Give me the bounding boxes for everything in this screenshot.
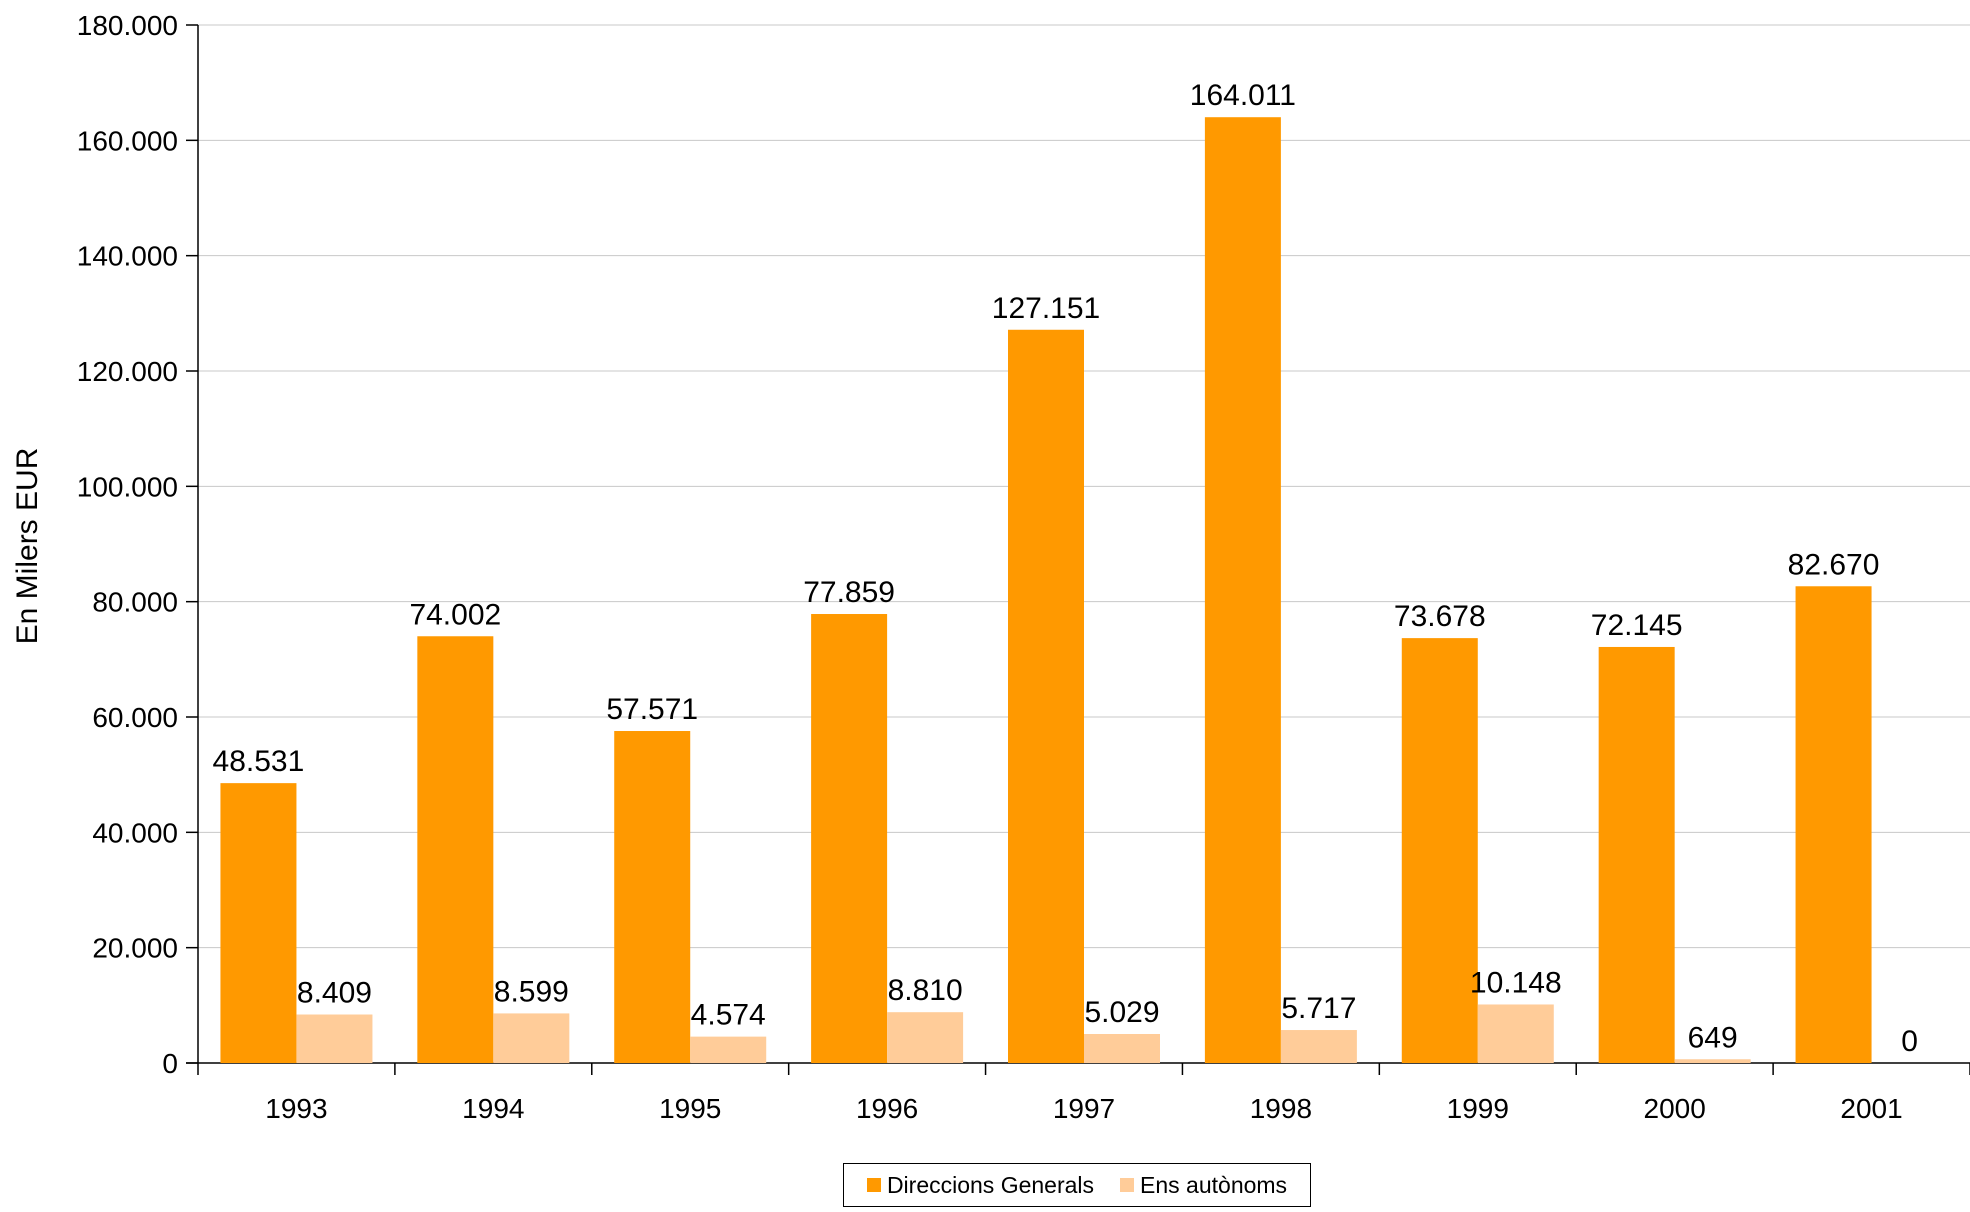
y-tick-label: 60.000	[92, 702, 178, 733]
y-axis-title: En Milers EUR	[11, 448, 44, 645]
legend-label: Direccions Generals	[886, 1171, 1095, 1198]
x-tick-label: 1993	[265, 1093, 327, 1124]
data-label: 82.670	[1788, 548, 1880, 581]
bar-direccions-generals-1997	[1008, 329, 1084, 1063]
y-tick-label: 100.000	[77, 471, 178, 502]
bar-direccions-generals-1996	[811, 614, 888, 1063]
bar-ens-autonoms-2000	[1674, 1059, 1751, 1063]
legend: Direccions Generals Ens autònoms	[843, 1163, 1311, 1207]
y-tick-label: 40.000	[92, 817, 178, 848]
data-label: 164.011	[1190, 79, 1296, 112]
data-label: 649	[1688, 1021, 1738, 1054]
x-tick-label: 1996	[856, 1093, 918, 1124]
data-label: 8.409	[297, 977, 372, 1010]
legend-label: Ens autònoms	[1140, 1171, 1288, 1198]
bar-ens-autonoms-1998	[1280, 1030, 1357, 1063]
data-label: 74.002	[409, 598, 501, 631]
x-tick-label: 1999	[1447, 1093, 1509, 1124]
bar-ens-autonoms-1995	[690, 1036, 767, 1063]
data-label: 5.029	[1084, 996, 1159, 1029]
bar-direccions-generals-1995	[614, 731, 691, 1063]
x-tick-label: 1998	[1250, 1093, 1312, 1124]
bars	[220, 117, 1872, 1063]
data-label: 8.599	[494, 975, 569, 1008]
legend-item-direccions-generals: Direccions Generals	[866, 1171, 1095, 1199]
bar-ens-autonoms-1993	[296, 1014, 373, 1063]
data-label: 4.574	[691, 999, 766, 1032]
data-label: 48.531	[213, 745, 305, 778]
x-tick-label: 2001	[1840, 1093, 1902, 1124]
x-tick-label: 1994	[462, 1093, 524, 1124]
data-labels: 48.531 8.409 74.002 8.599 57.571 4.574 77.859 8…	[213, 79, 1918, 1058]
bar-ens-autonoms-1994	[493, 1013, 570, 1063]
y-tick-label: 0	[162, 1048, 178, 1079]
bar-direccions-generals-1994	[417, 636, 494, 1063]
bar-ens-autonoms-1997	[1084, 1033, 1160, 1063]
y-tick-label: 140.000	[77, 241, 178, 272]
bar-direccions-generals-1999	[1401, 638, 1478, 1063]
data-label: 72.145	[1591, 609, 1683, 642]
y-tick-label: 80.000	[92, 587, 178, 618]
data-label: 57.571	[606, 693, 698, 726]
legend-item-ens-autonoms: Ens autònoms	[1120, 1172, 1287, 1199]
bar-direccions-generals-1998	[1204, 117, 1281, 1063]
data-label: 77.859	[803, 576, 895, 609]
data-label: 10.148	[1470, 966, 1562, 999]
y-tick-label: 160.000	[77, 125, 178, 156]
data-label: 5.717	[1281, 992, 1356, 1025]
bar-ens-autonoms-1999	[1477, 1004, 1554, 1063]
data-label: 73.678	[1394, 600, 1486, 633]
data-label: 127.151	[992, 292, 1100, 325]
bar-direccions-generals-2001	[1795, 586, 1872, 1063]
axes: 0 20.000 40.000 60.000 80.000 100.000 120.000 1…	[77, 10, 1970, 1124]
y-tick-label: 180.000	[77, 10, 178, 41]
data-label: 0	[1901, 1025, 1918, 1058]
x-tick-label: 1995	[659, 1093, 721, 1124]
bar-ens-autonoms-1996	[887, 1012, 964, 1063]
bar-direccions-generals-2000	[1598, 646, 1675, 1063]
bar-direccions-generals-1993	[220, 783, 297, 1063]
data-label: 8.810	[888, 974, 963, 1007]
y-tick-label: 120.000	[77, 356, 178, 387]
x-tick-label: 2000	[1644, 1093, 1706, 1124]
legend-swatch-ens-autonoms	[1120, 1178, 1135, 1192]
legend-swatch-direccions-generals	[866, 1178, 881, 1192]
x-tick-label: 1997	[1053, 1093, 1115, 1124]
y-tick-label: 20.000	[92, 933, 178, 964]
